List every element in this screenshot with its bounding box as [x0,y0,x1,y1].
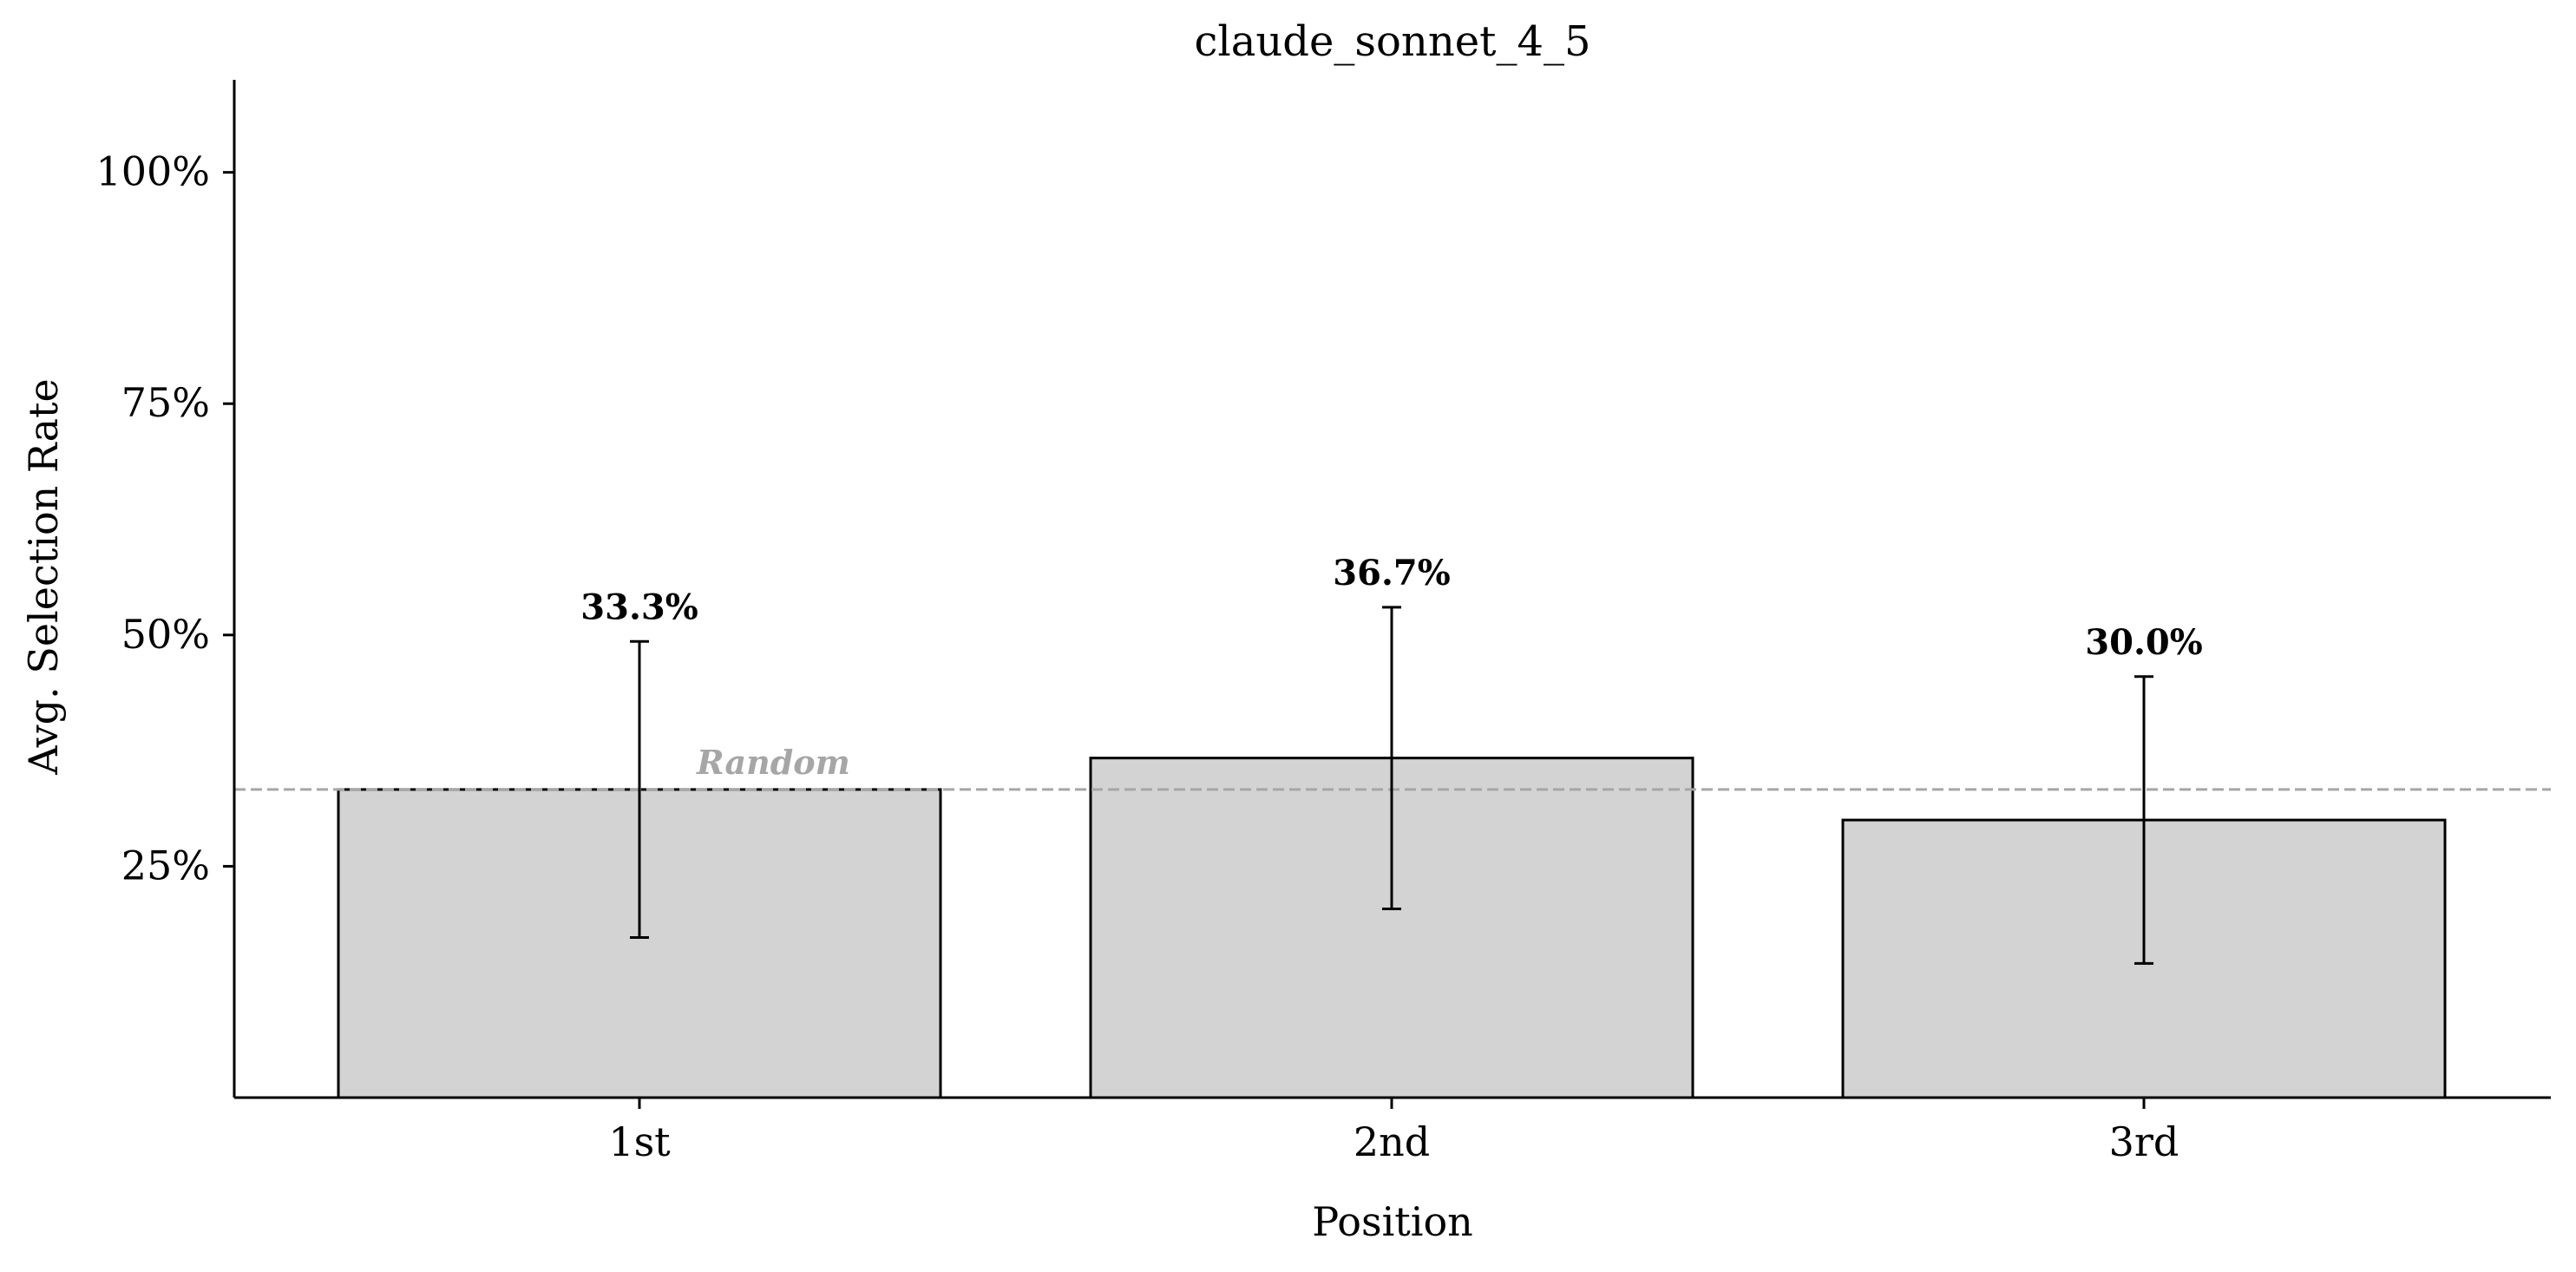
chart-title: claude_sonnet_4_5 [1194,17,1590,66]
value-label-2nd: 36.7% [1333,553,1450,593]
y-tick-label-25: 25% [121,842,210,888]
labels-layer: 33.3% 36.7% 30.0% claude_sonnet_4_5 Position… [20,17,2203,1245]
y-axis-label: Avg. Selection Rate [20,378,67,775]
error-bar-1st [630,639,649,940]
y-tick-label-75: 75% [121,379,210,426]
x-tick-label-1st: 1st [608,1118,671,1165]
x-axis-label: Position [1312,1198,1473,1245]
x-tick-label-2nd: 2nd [1354,1118,1430,1165]
error-bar-3rd [2134,675,2153,965]
error-bars-layer [630,606,2153,965]
y-tick-label-50: 50% [121,611,210,658]
axes-layer: 25% 50% 75% 100% 1st 2nd 3rd [95,80,2551,1165]
error-bar-2nd [1382,606,1401,910]
value-label-1st: 33.3% [580,587,698,627]
x-tick-label-3rd: 3rd [2109,1118,2179,1165]
y-tick-label-100: 100% [95,148,210,195]
random-reference-label: Random [696,743,850,782]
value-label-3rd: 30.0% [2085,622,2202,663]
